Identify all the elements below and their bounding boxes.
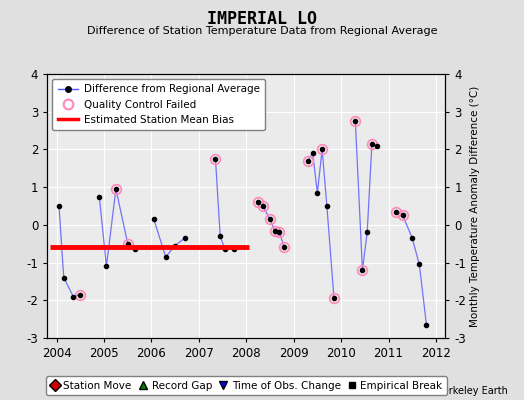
Text: IMPERIAL LO: IMPERIAL LO — [207, 10, 317, 28]
Legend: Station Move, Record Gap, Time of Obs. Change, Empirical Break: Station Move, Record Gap, Time of Obs. C… — [46, 376, 447, 395]
Text: Difference of Station Temperature Data from Regional Average: Difference of Station Temperature Data f… — [87, 26, 437, 36]
Text: Berkeley Earth: Berkeley Earth — [436, 386, 508, 396]
Y-axis label: Monthly Temperature Anomaly Difference (°C): Monthly Temperature Anomaly Difference (… — [471, 85, 481, 327]
Legend: Difference from Regional Average, Quality Control Failed, Estimated Station Mean: Difference from Regional Average, Qualit… — [52, 79, 265, 130]
